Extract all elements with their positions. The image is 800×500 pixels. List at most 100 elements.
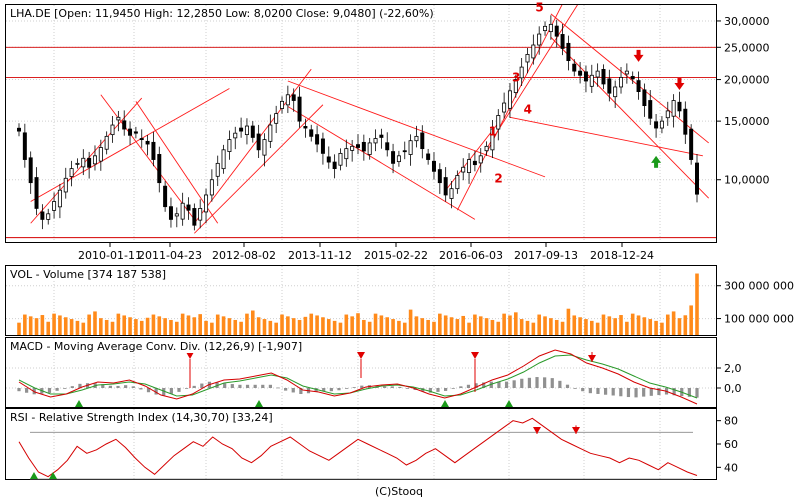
candle-body (244, 125, 249, 136)
volume-bar (420, 318, 425, 335)
volume-bars (17, 273, 699, 335)
macd-histogram-bar (383, 386, 387, 388)
y-tick-label: 40 (724, 461, 738, 474)
macd-histogram-bar (139, 388, 143, 390)
volume-bar (75, 320, 80, 335)
candle-body (57, 189, 62, 208)
trend-line (509, 116, 703, 157)
candle-body (46, 213, 51, 220)
macd-histogram-bar (619, 388, 623, 397)
price-candles (17, 15, 699, 231)
volume-y-axis: 100 000 000 300 000 000 (716, 280, 794, 326)
volume-bar (163, 318, 167, 335)
volume-bar (344, 314, 349, 335)
volume-bar (496, 321, 501, 335)
candle-body (233, 132, 238, 139)
candle-body (22, 132, 27, 160)
macd-histogram-bar (70, 386, 74, 388)
y-tick-label: 100 000 000 (724, 313, 794, 326)
trend-line (100, 94, 195, 220)
volume-bar (601, 314, 606, 335)
candle-body (174, 213, 179, 217)
volume-bar (578, 317, 582, 335)
y-tick-label: 25,0000 (724, 41, 770, 54)
volume-bar (303, 316, 308, 335)
candle-body (297, 96, 302, 122)
volume-bar (461, 315, 466, 335)
macd-histogram-bar (253, 384, 257, 388)
candle-body (385, 142, 390, 151)
macd-histogram-bar (124, 385, 128, 388)
volume-bar (17, 322, 21, 335)
macd-histogram-bar (162, 388, 166, 396)
macd-histogram-bar (276, 387, 280, 389)
sell-arrow-stem (677, 78, 682, 85)
volume-bar (63, 317, 68, 335)
macd-y-axis: 0,0 2,0 (716, 362, 742, 395)
candle-body (338, 152, 343, 166)
y-tick-label: 0,0 (724, 382, 742, 395)
rsi-sell-signal-icon (533, 427, 541, 434)
volume-bar (46, 321, 51, 335)
volume-bar (356, 313, 360, 335)
macd-histogram-bar (444, 388, 448, 391)
macd-buy-signal-icon (255, 400, 263, 407)
candle-body (554, 25, 559, 37)
volume-bar (455, 319, 460, 335)
macd-histogram-bar (695, 388, 699, 398)
trend-line (194, 104, 324, 234)
macd-histogram-bar (436, 388, 440, 392)
candle-body (396, 155, 401, 163)
volume-bar (221, 316, 226, 335)
macd-histogram-bar (108, 385, 113, 388)
macd-histogram-bar (497, 381, 501, 388)
volume-bar (677, 318, 682, 335)
volume-bar (636, 315, 641, 335)
volume-bar (110, 321, 115, 335)
candle-body (525, 54, 530, 63)
volume-bar (338, 322, 343, 335)
volume-bar (69, 319, 74, 335)
candle-body (186, 204, 191, 211)
candle-body (227, 139, 232, 152)
volume-bar (274, 322, 278, 335)
volume-bar (584, 319, 588, 335)
candle-body (221, 149, 226, 170)
volume-bar (326, 319, 331, 335)
macd-histogram-bar (261, 384, 265, 388)
macd-histogram-bar (352, 387, 356, 388)
macd-buy-signal-icon (441, 400, 449, 407)
macd-histogram-bar (344, 388, 349, 389)
macd-histogram-bar (169, 388, 173, 394)
candle-body (110, 124, 115, 136)
macd-signals (75, 352, 596, 407)
candle-body (151, 141, 156, 160)
trend-line (287, 106, 476, 220)
volume-bar (671, 311, 676, 335)
copyright-footer: (C)Stooq (375, 485, 423, 498)
candle-body (654, 121, 659, 129)
rsi-grid (30, 409, 693, 480)
macd-lines (18, 349, 698, 405)
candle-body (81, 157, 86, 168)
macd-sell-signal-icon (588, 355, 596, 362)
volume-bar (695, 273, 699, 335)
candle-body (607, 78, 612, 94)
macd-histogram-bar (649, 388, 653, 396)
macd-histogram-bar (687, 388, 691, 397)
volume-bar (379, 315, 384, 335)
volume-bar (169, 319, 173, 335)
candle-body (490, 128, 495, 151)
macd-histogram-bar (588, 388, 592, 394)
candle-body (163, 185, 168, 208)
candle-body (104, 135, 109, 150)
price-y-axis: 10,0000 15,0000 20,0000 25,0000 30,0000 (716, 15, 770, 187)
candle-body (648, 100, 653, 119)
x-tick-label: 2013-11-12 (288, 249, 352, 262)
candle-body (537, 33, 542, 46)
candle-body (578, 70, 583, 76)
macd-histogram-bar (512, 380, 516, 388)
candle-body (531, 44, 536, 59)
candle-body (502, 102, 507, 113)
